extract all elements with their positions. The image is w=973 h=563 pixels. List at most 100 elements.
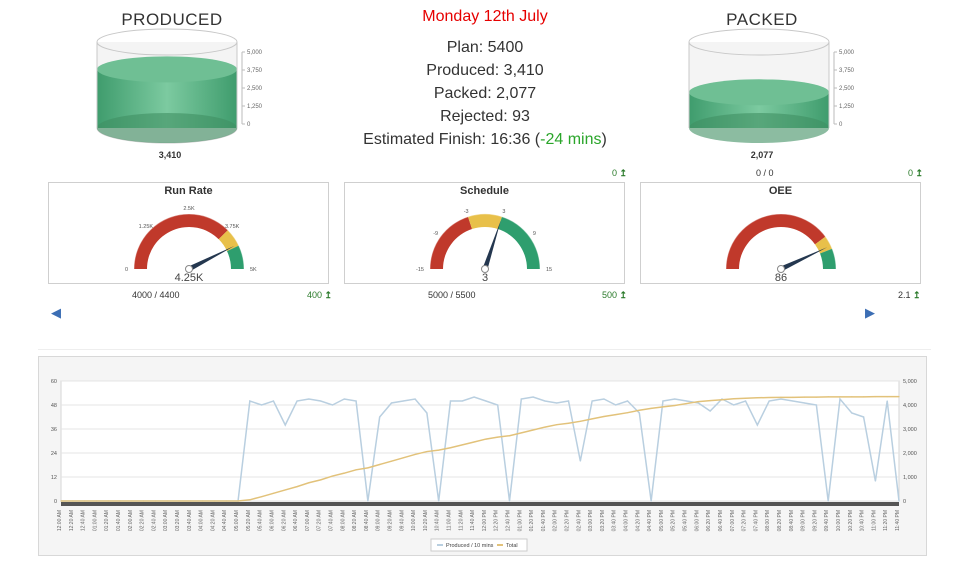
data-point <box>343 472 345 474</box>
data-point <box>556 402 558 404</box>
data-point <box>343 398 345 400</box>
data-point <box>426 450 428 453</box>
gauge-value: 4.25K <box>175 272 204 284</box>
x-tick-label: 11:20 AM <box>458 510 464 531</box>
data-point <box>272 400 275 402</box>
data-point <box>414 398 416 400</box>
schedule-footer: 5000 / 5500 <box>428 290 476 300</box>
run-rate-footer: 4000 / 4400 <box>132 290 180 300</box>
x-tick-label: 09:40 AM <box>399 510 405 531</box>
data-point <box>567 422 570 424</box>
x-tick-label: 04:40 AM <box>222 510 228 531</box>
arrow-right-icon[interactable]: ▶ <box>865 305 875 320</box>
packed-value: 2,077 <box>750 150 774 160</box>
y-left-tick-label: 48 <box>51 403 57 409</box>
data-point <box>379 416 381 418</box>
data-point <box>461 444 463 446</box>
data-point <box>579 420 581 422</box>
x-tick-label: 07:40 AM <box>328 510 334 531</box>
data-point <box>402 457 404 459</box>
gauge-title: OEE <box>768 185 793 197</box>
section-divider <box>38 349 931 350</box>
x-tick-label: 01:40 AM <box>116 510 122 531</box>
x-tick-label: 05:20 PM <box>671 510 677 531</box>
gauge-tick-label: -3 <box>464 209 469 215</box>
summary-produced: Produced: 3,410 <box>426 62 544 79</box>
gauge-band <box>227 245 244 269</box>
data-point <box>508 435 511 437</box>
gauge-band <box>726 214 826 269</box>
tank-tick-label: 5,000 <box>839 50 855 56</box>
summary-plan: Plan: 5400 <box>446 39 524 56</box>
y-left-tick-label: 0 <box>54 499 57 505</box>
production-chart-panel: 0 12 24 36 48 60 0 1,000 2,000 3,000 4,000 5,000 12:… <box>38 356 927 556</box>
data-point <box>603 398 605 400</box>
data-point <box>556 424 558 426</box>
x-tick-label: 12:20 AM <box>69 510 75 531</box>
x-tick-label: 03:20 PM <box>600 510 606 531</box>
data-point <box>532 396 534 398</box>
gauge-band <box>218 230 239 252</box>
data-point <box>615 404 617 406</box>
produced-value: 3,410 <box>158 150 182 160</box>
gauge-tick-label: 5K <box>250 267 257 273</box>
gauge-band <box>814 236 833 254</box>
produced-title: PRODUCED <box>121 10 223 29</box>
data-point <box>792 400 794 402</box>
x-tick-label: 07:00 AM <box>305 510 311 531</box>
x-tick-label: 04:40 PM <box>647 510 653 531</box>
y-right-tick-label: 1,000 <box>903 475 917 481</box>
arrow-up-icon: ↥ <box>915 168 924 178</box>
gauge-tick-label: 0 <box>125 267 128 273</box>
data-point <box>650 500 652 502</box>
x-tick-label: 09:00 AM <box>376 510 382 531</box>
data-point <box>60 500 62 502</box>
summary-packed: Packed: 2,077 <box>433 85 537 102</box>
production-chart: 0 12 24 36 48 60 0 1,000 2,000 3,000 4,000 5,000 12:… <box>51 379 917 552</box>
data-point <box>284 489 286 491</box>
x-tick-label: 04:00 PM <box>624 510 630 531</box>
x-tick-label: 08:20 AM <box>352 510 358 531</box>
data-point <box>249 499 251 501</box>
x-tick-label: 07:00 PM <box>730 510 736 531</box>
range-scrollbar <box>61 502 899 506</box>
x-tick-label: 10:40 PM <box>860 510 866 531</box>
data-point <box>249 400 251 402</box>
gauge-outline <box>725 213 837 270</box>
data-point <box>886 396 888 398</box>
x-tick-label: 11:20 PM <box>883 510 889 531</box>
gauge-tick-label: 3 <box>502 209 505 215</box>
gauge-pivot <box>481 265 489 273</box>
x-tick-label: 03:40 PM <box>612 510 618 531</box>
data-point <box>497 404 499 406</box>
x-tick-label: 10:00 PM <box>836 510 842 531</box>
x-tick-label: 08:20 PM <box>777 510 783 531</box>
arrow-up-icon: ↥ <box>324 290 333 300</box>
y-right-tick-label: 3,000 <box>903 427 917 433</box>
x-tick-label: 11:00 AM <box>446 510 452 531</box>
x-tick-label: 06:00 AM <box>269 510 275 531</box>
data-point <box>862 416 865 418</box>
tank-tick-label: 1,250 <box>247 104 263 110</box>
x-tick-label: 10:40 AM <box>435 510 441 531</box>
data-point <box>733 404 735 406</box>
x-tick-label: 10:20 AM <box>423 510 429 531</box>
oee-top-delta: 0 ↥ <box>908 168 924 178</box>
data-point <box>331 404 334 406</box>
data-point <box>284 424 286 426</box>
arrow-left-icon[interactable]: ◀ <box>51 305 61 320</box>
x-tick-label: 04:20 PM <box>635 510 641 531</box>
data-point <box>697 402 699 404</box>
gauge-tick-label: 2.5K <box>183 206 195 212</box>
data-point <box>84 500 86 502</box>
gauge-oee: OEE 86 <box>640 182 921 284</box>
gauge-value: 86 <box>775 272 787 284</box>
data-point <box>862 396 865 398</box>
y-left-tick-label: 24 <box>51 451 57 457</box>
y-right-tick-label: 4,000 <box>903 403 917 409</box>
x-tick-label: 09:00 PM <box>801 510 807 531</box>
data-point <box>331 475 334 477</box>
x-tick-label: 01:40 PM <box>541 510 547 531</box>
estimated-finish-delta: -24 mins <box>540 131 602 148</box>
tank-tick-label: 1,250 <box>839 104 855 110</box>
